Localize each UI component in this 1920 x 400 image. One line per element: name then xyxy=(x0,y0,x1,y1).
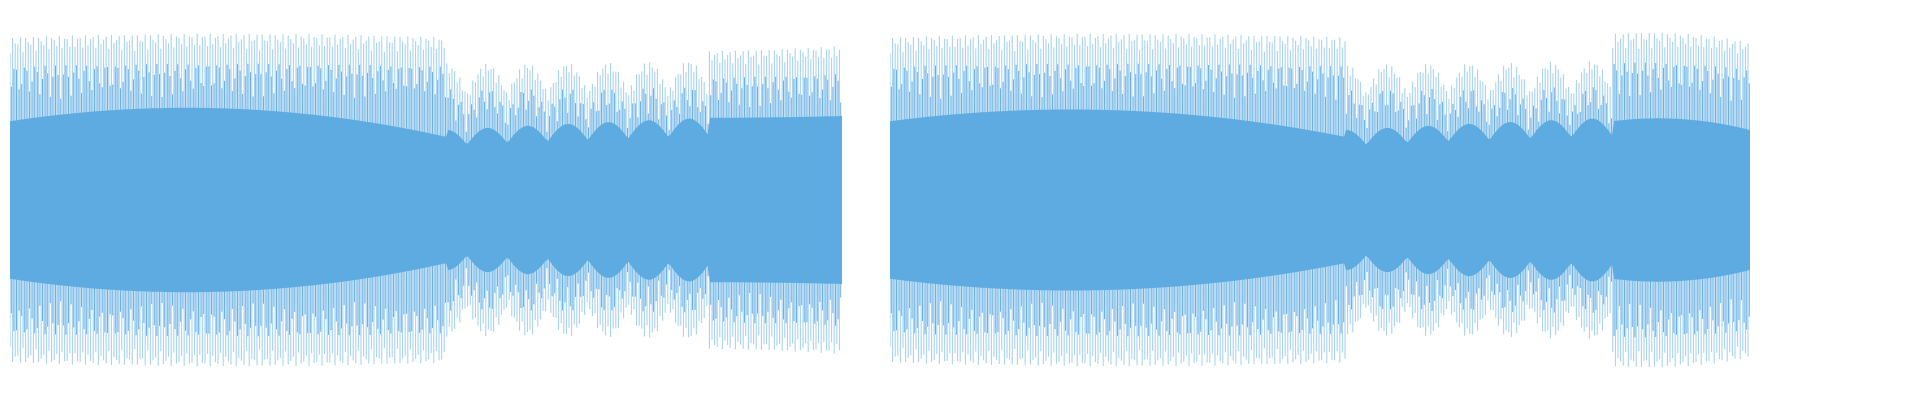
waveform-1 xyxy=(10,33,842,367)
audio-clip-1[interactable] xyxy=(10,0,842,400)
audio-clip-2[interactable] xyxy=(890,0,1750,400)
waveform-2 xyxy=(890,32,1750,368)
